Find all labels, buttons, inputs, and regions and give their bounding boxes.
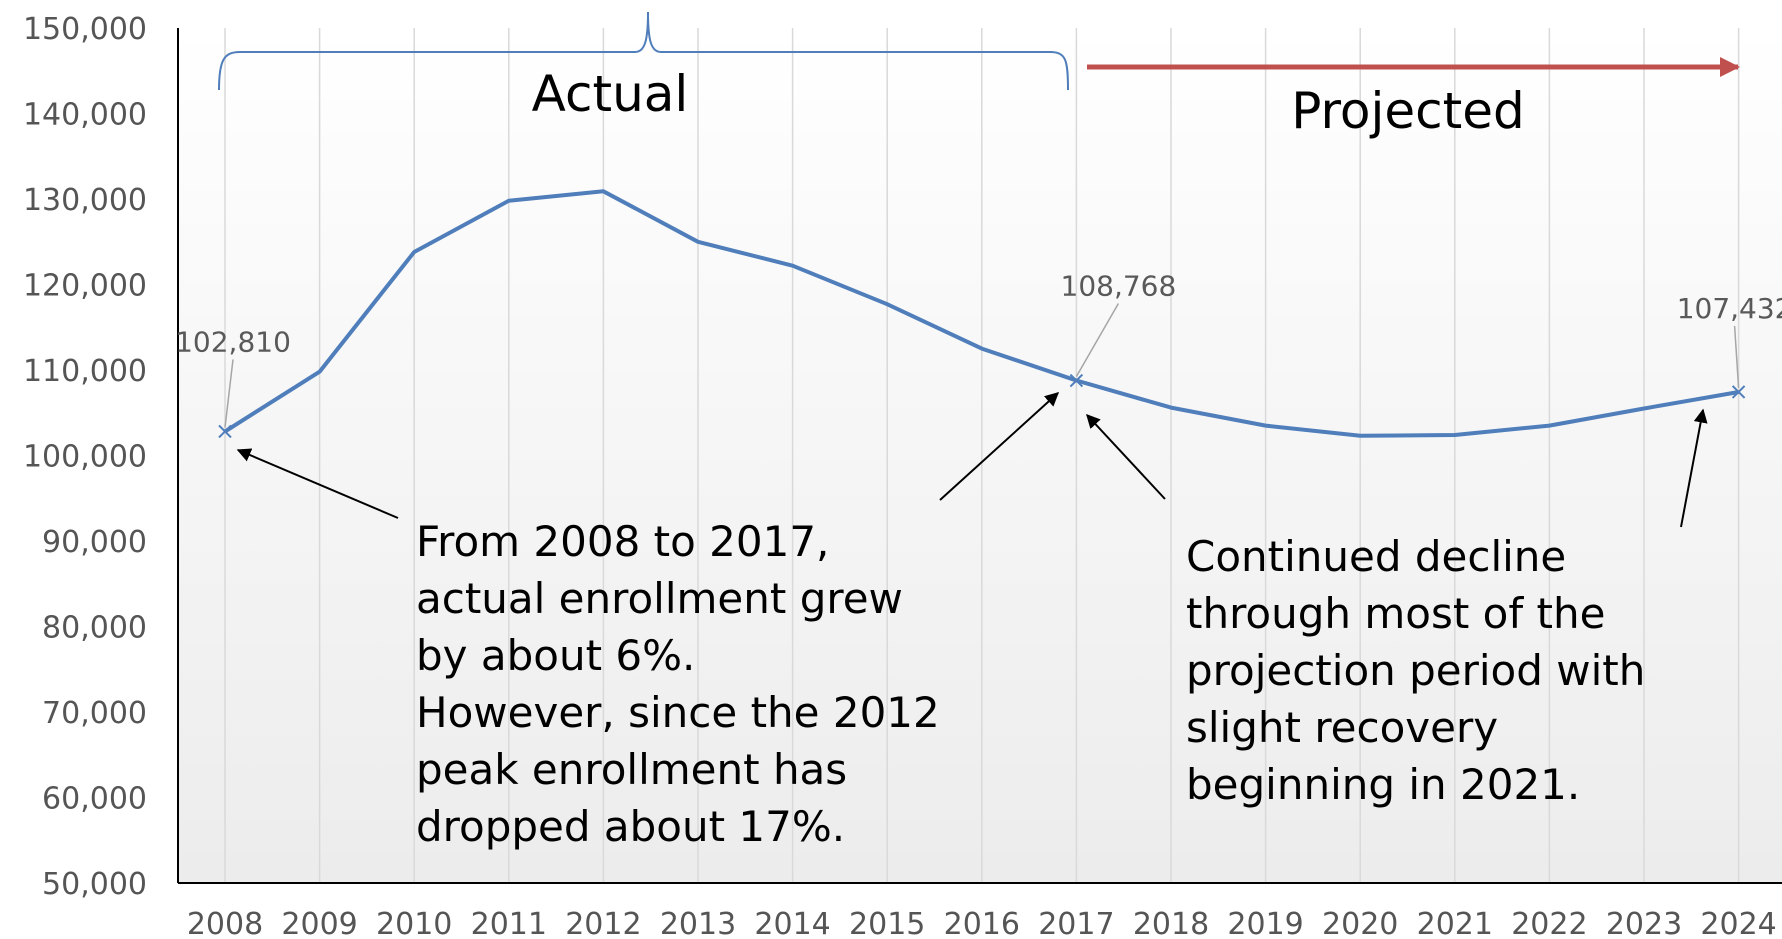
right-annotation-line: slight recovery (1186, 703, 1499, 752)
x-tick-label: 2022 (1511, 907, 1587, 939)
data-label-leader (1733, 325, 1740, 389)
x-tick-label: 2023 (1606, 907, 1682, 939)
y-tick-label: 120,000 (23, 269, 147, 304)
data-point-marker (1731, 385, 1746, 399)
left-annotation-line: by about 6%. (416, 631, 696, 680)
series-line (223, 189, 1739, 438)
y-tick-label: 90,000 (42, 525, 147, 560)
x-tick-label: 2021 (1417, 907, 1493, 939)
left-annotation-line: However, since the 2012 (416, 688, 940, 737)
right-annotation-line: Continued decline (1186, 532, 1567, 581)
vertical-gridlines (224, 28, 1740, 883)
y-axis-tick-labels: 50,000 60,000 70,000 80,000 90,000 100,000 110… (23, 12, 147, 902)
x-tick-label: 2014 (754, 907, 830, 939)
x-tick-label: 2019 (1227, 907, 1303, 939)
y-tick-label: 110,000 (23, 354, 147, 389)
data-label: 107,432 (1677, 292, 1782, 325)
x-tick-label: 2024 (1700, 907, 1776, 939)
y-tick-label: 140,000 (23, 98, 147, 133)
annotation-arrow-to-2008 (236, 448, 399, 519)
x-axis-tick-labels: 2008 2009 2010 2011 2012 2013 2014 2015 2016 2017… (187, 907, 1777, 939)
right-annotation-line: projection period with (1186, 646, 1646, 695)
left-annotation-line: From 2008 to 2017, (416, 517, 830, 566)
x-tick-label: 2016 (944, 907, 1020, 939)
annotation-arrow-to-2024 (1680, 408, 1708, 528)
data-label: 102,810 (175, 325, 291, 358)
data-point-marker (1069, 373, 1084, 388)
right-annotation: Continued decline through most of the pr… (1186, 528, 1645, 813)
right-annotation-line: beginning in 2021. (1186, 760, 1581, 809)
x-tick-label: 2011 (471, 907, 547, 939)
x-tick-label: 2010 (376, 907, 452, 939)
y-tick-label: 70,000 (42, 696, 147, 731)
right-annotation-line: through most of the (1186, 589, 1606, 638)
y-tick-label: 150,000 (23, 12, 147, 47)
y-tick-label: 80,000 (42, 611, 147, 646)
x-tick-label: 2009 (281, 907, 357, 939)
plot-background (178, 28, 1782, 883)
annotation-arrow-to-2017-left (939, 392, 1060, 501)
y-tick-label: 100,000 (23, 440, 147, 475)
data-point-marker (218, 424, 232, 439)
x-tick-label: 2017 (1038, 907, 1114, 939)
x-tick-label: 2018 (1133, 907, 1209, 939)
data-label-leader (224, 359, 234, 428)
y-tick-label: 60,000 (42, 782, 147, 817)
x-tick-label: 2020 (1322, 907, 1398, 939)
x-tick-label: 2015 (849, 907, 925, 939)
x-tick-label: 2008 (187, 907, 263, 939)
actual-region-bracket (218, 11, 1069, 91)
data-label-leader (1075, 303, 1120, 377)
left-annotation: From 2008 to 2017, actual enrollment gre… (416, 513, 940, 855)
left-annotation-line: dropped about 17%. (416, 802, 846, 851)
data-label: 108,768 (1061, 270, 1177, 303)
annotation-arrow-to-2017-right (1086, 413, 1166, 500)
x-tick-label: 2012 (565, 907, 641, 939)
left-annotation-line: actual enrollment grew (416, 574, 903, 623)
projected-region-label: Projected (1291, 82, 1525, 140)
data-point-markers (218, 373, 1746, 439)
left-annotation-line: peak enrollment has (416, 745, 848, 794)
y-tick-label: 50,000 (42, 867, 147, 902)
data-labels: 102,810 108,768 107,432 (175, 270, 1782, 428)
y-tick-label: 130,000 (23, 183, 147, 218)
actual-region-label: Actual (532, 65, 689, 123)
x-tick-label: 2013 (660, 907, 736, 939)
